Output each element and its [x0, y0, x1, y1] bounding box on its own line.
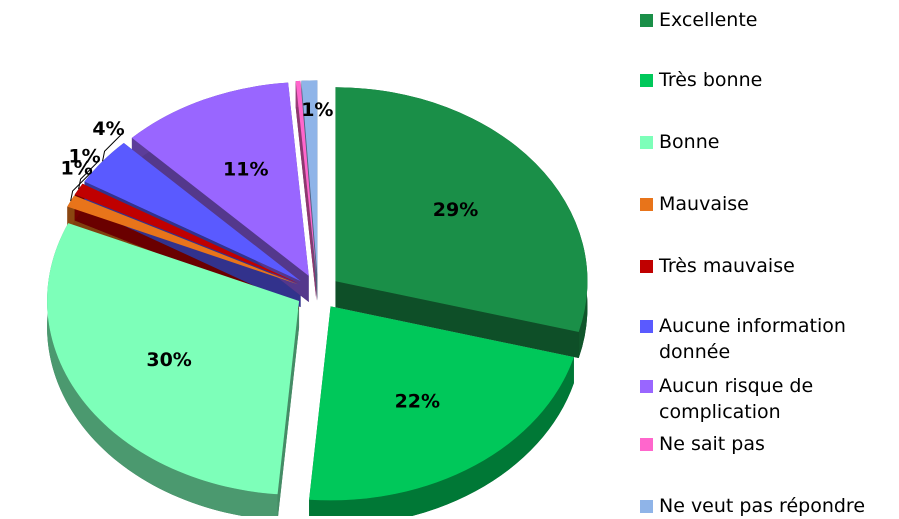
data-label: 29%	[433, 199, 478, 221]
legend-item: Très mauvaise	[640, 253, 895, 279]
pie-area: 29%22%30%1%1%4%11%1%	[47, 80, 588, 516]
legend-item: Aucune information donnée	[640, 313, 895, 365]
legend-swatch	[640, 380, 653, 393]
legend-label: Mauvaise	[659, 193, 749, 215]
legend-label: Très mauvaise	[659, 255, 795, 277]
slice	[74, 183, 299, 284]
leader-line	[78, 160, 99, 190]
legend-label: Aucun risque de complication	[659, 375, 814, 423]
legend-swatch	[640, 500, 653, 513]
slice-side	[335, 87, 579, 358]
slice-wall	[47, 223, 278, 516]
data-label: 4%	[92, 118, 124, 140]
slice	[67, 195, 299, 285]
legend-item: Aucun risque de complication	[640, 373, 895, 425]
data-label: 11%	[223, 159, 268, 181]
leader-line	[102, 132, 123, 162]
legend-label: Excellente	[659, 9, 758, 31]
legend-label: Bonne	[659, 131, 720, 153]
legend-swatch	[640, 260, 653, 273]
legend-item: Mauvaise	[640, 191, 895, 217]
legend-item: Bonne	[640, 129, 895, 155]
legend-item: Ne sait pas	[640, 431, 895, 457]
legend-label: Aucune information donnée	[659, 315, 846, 363]
legend-item: Excellente	[640, 7, 895, 33]
data-labels: 29%22%30%1%1%4%11%1%	[60, 99, 478, 412]
slice	[301, 80, 318, 275]
legend-item: Ne veut pas répondre	[640, 493, 895, 519]
legend-label: Très bonne	[659, 69, 763, 91]
data-label: 1%	[60, 158, 92, 180]
slice-side	[295, 80, 317, 301]
data-label: 22%	[395, 390, 440, 412]
pie-tops	[47, 80, 588, 501]
slice-wall	[309, 357, 574, 516]
data-label: 1%	[301, 99, 333, 121]
slice	[295, 80, 317, 275]
legend-swatch	[640, 438, 653, 451]
slice	[47, 223, 300, 495]
data-label: 30%	[146, 349, 191, 371]
legend-swatch	[640, 74, 653, 87]
slice-side	[131, 82, 309, 303]
slice	[84, 142, 301, 282]
legend-label: Ne sait pas	[659, 433, 765, 455]
legend-swatch	[640, 136, 653, 149]
legend-swatch	[640, 198, 653, 211]
legend: Excellente Très bonne Bonne Mauvaise Très ma…	[640, 0, 899, 519]
legend-swatch	[640, 320, 653, 333]
slice	[131, 82, 309, 277]
slice	[309, 306, 574, 501]
leader-line	[70, 172, 91, 202]
legend-swatch	[640, 14, 653, 27]
data-label: 1%	[68, 146, 100, 168]
slice	[335, 87, 588, 332]
legend-item: Très bonne	[640, 67, 895, 93]
legend-label: Ne veut pas répondre	[659, 495, 866, 517]
